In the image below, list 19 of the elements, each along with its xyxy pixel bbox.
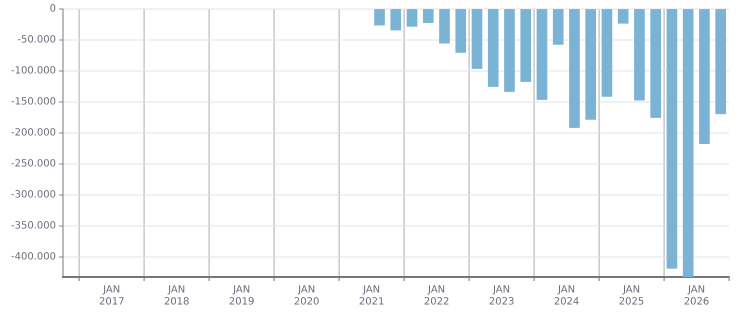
x-tick-label: JAN 2017 <box>98 284 124 308</box>
x-tick-label: JAN 2021 <box>358 284 384 308</box>
x-tick-label: JAN 2026 <box>684 284 710 308</box>
x-tick-label: JAN 2018 <box>164 284 190 308</box>
y-tick-label: -300.000 <box>10 190 56 201</box>
x-tick-label: JAN 2025 <box>618 284 644 308</box>
y-tick-label: -400.000 <box>10 252 56 263</box>
x-tick-label: JAN 2020 <box>294 284 320 308</box>
y-tick-label: -50.000 <box>17 34 56 46</box>
x-tick-label: JAN 2022 <box>424 284 450 308</box>
x-tick-label: JAN 2023 <box>488 284 514 308</box>
x-tick-label: JAN 2024 <box>554 284 580 308</box>
y-tick-label: -150.000 <box>10 96 56 108</box>
x-tick-label: JAN 2019 <box>228 284 254 308</box>
y-tick-label: -200.000 <box>10 128 56 139</box>
y-tick-label: -250.000 <box>10 158 56 170</box>
y-tick-label: 0 <box>50 4 56 15</box>
y-tick-label: -350.000 <box>10 220 56 232</box>
y-tick-label: -100.000 <box>10 66 56 77</box>
